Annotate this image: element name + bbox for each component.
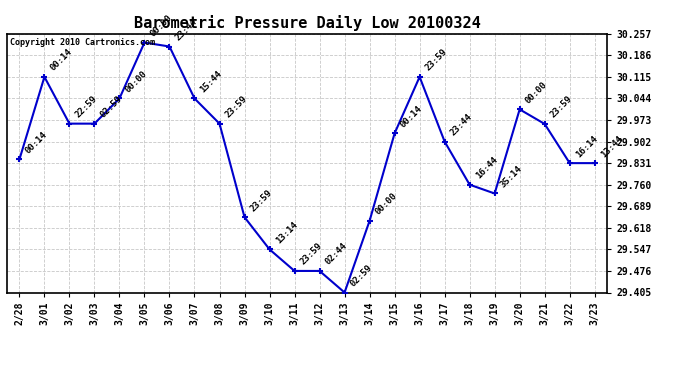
Text: 00:14: 00:14: [23, 130, 49, 155]
Text: 02:59: 02:59: [99, 94, 124, 120]
Text: 22:59: 22:59: [74, 94, 99, 120]
Text: 23:59: 23:59: [299, 242, 324, 267]
Text: 23:59: 23:59: [248, 188, 274, 213]
Text: 15:44: 15:44: [199, 69, 224, 94]
Text: 16:44: 16:44: [474, 155, 499, 180]
Text: 23:44: 23:44: [448, 112, 474, 137]
Text: 00:00: 00:00: [148, 13, 174, 38]
Text: 23:59: 23:59: [224, 94, 249, 120]
Text: 23:44: 23:44: [174, 17, 199, 42]
Text: 00:14: 00:14: [48, 47, 74, 73]
Text: 13:44: 13:44: [599, 134, 624, 159]
Text: Copyright 2010 Cartronics.com: Copyright 2010 Cartronics.com: [10, 38, 155, 46]
Text: 13:14: 13:14: [274, 220, 299, 245]
Text: 02:44: 02:44: [324, 242, 349, 267]
Text: 35:14: 35:14: [499, 164, 524, 189]
Text: 23:59: 23:59: [424, 47, 449, 73]
Text: 00:00: 00:00: [524, 80, 549, 105]
Title: Barometric Pressure Daily Low 20100324: Barometric Pressure Daily Low 20100324: [134, 15, 480, 31]
Text: 00:14: 00:14: [399, 104, 424, 129]
Text: 16:14: 16:14: [574, 134, 599, 159]
Text: 00:00: 00:00: [124, 69, 149, 94]
Text: 23:59: 23:59: [549, 94, 574, 120]
Text: 02:59: 02:59: [348, 263, 374, 288]
Text: 00:00: 00:00: [374, 191, 399, 217]
